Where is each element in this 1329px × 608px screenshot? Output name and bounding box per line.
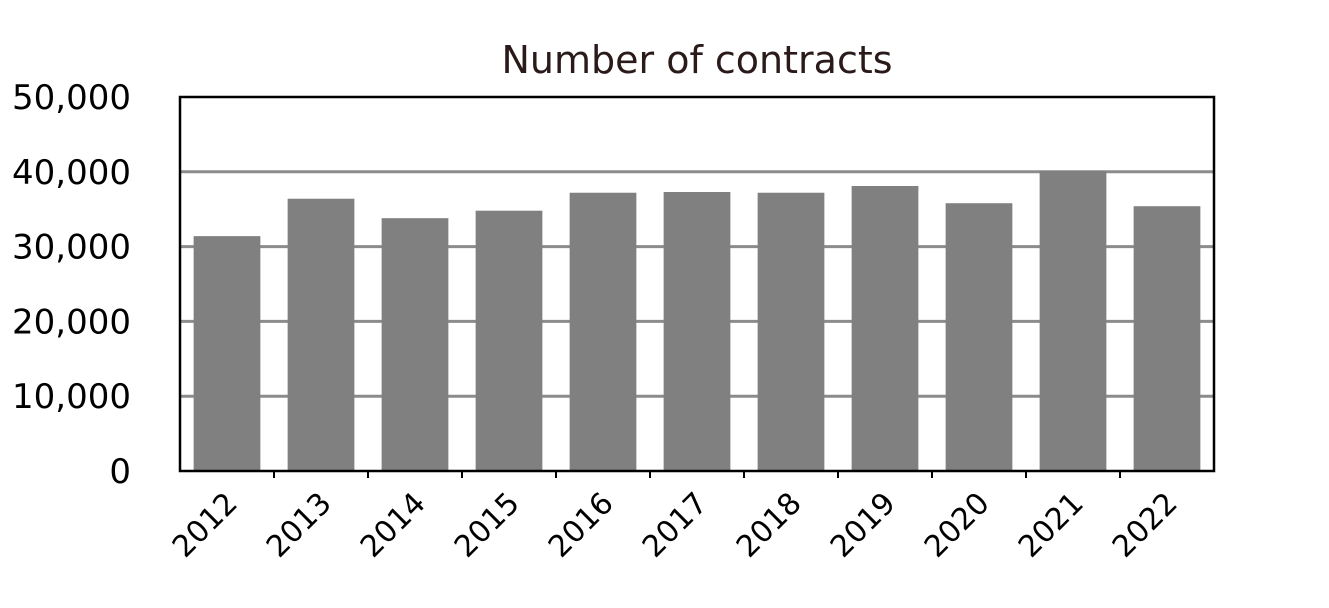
x-tick-label-2020: 2020 [918, 486, 997, 565]
y-tick-label: 0 [109, 452, 131, 492]
x-tick-label-2013: 2013 [260, 486, 339, 565]
x-tick-label-2019: 2019 [824, 486, 903, 565]
bar-2012 [193, 236, 261, 471]
bars [193, 171, 1201, 472]
x-tick-label-2016: 2016 [542, 486, 621, 565]
bar-2019 [851, 186, 919, 471]
y-tick-label: 20,000 [12, 302, 131, 342]
x-tick-label-2017: 2017 [636, 486, 715, 565]
plot-frame [178, 95, 1216, 473]
plot-area-border [178, 95, 1216, 473]
x-axis: 2012 2013 2014 2015 2016 2017 2018 2019 2020 2021… [166, 471, 1185, 565]
y-tick-label: 50,000 [12, 78, 131, 118]
bar-2015 [475, 210, 543, 472]
bar-2016 [569, 192, 637, 471]
bar-2014 [381, 218, 449, 471]
y-tick-label: 40,000 [12, 153, 131, 193]
x-tick-label-2015: 2015 [448, 486, 527, 565]
bar-2020 [945, 203, 1013, 471]
y-tick-label: 30,000 [12, 228, 131, 268]
bar-2022 [1133, 206, 1201, 471]
bar-2021 [1039, 171, 1107, 471]
y-axis: 0 10,000 20,000 30,000 40,000 50,000 [12, 78, 131, 492]
bar-2018 [757, 192, 825, 471]
y-tick-label: 10,000 [12, 377, 131, 417]
x-tick-label-2021: 2021 [1012, 486, 1091, 565]
bar-2017 [663, 191, 731, 471]
x-tick-label-2022: 2022 [1106, 486, 1185, 565]
x-tick-label-2014: 2014 [354, 486, 433, 565]
x-tick-label-2018: 2018 [730, 486, 809, 565]
chart-title: Number of contracts [501, 38, 892, 82]
bar-2013 [287, 198, 355, 471]
x-tick-label-2012: 2012 [166, 486, 245, 565]
